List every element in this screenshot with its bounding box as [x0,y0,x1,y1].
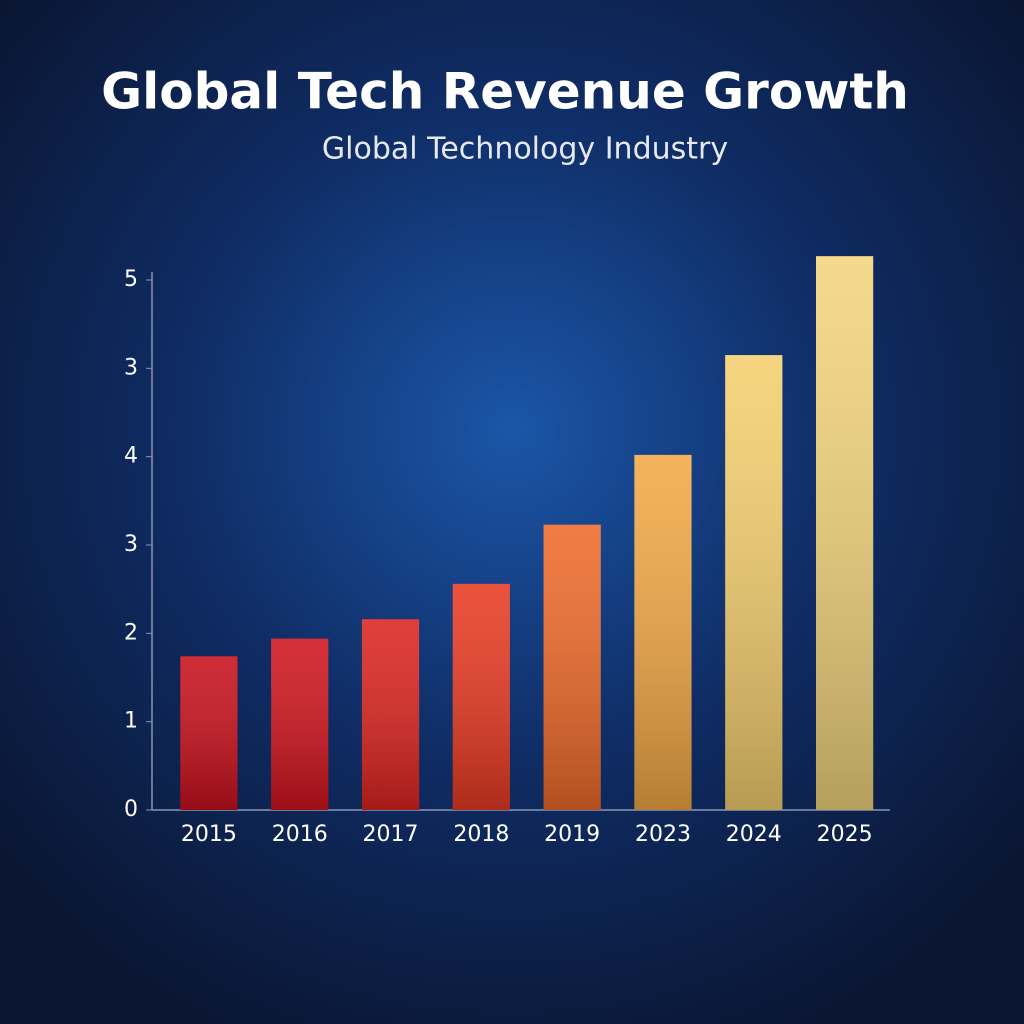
bar-shade [815,256,874,810]
y-tick-label: 3 [124,355,138,380]
x-tick-label: 2016 [272,822,328,847]
chart-title: Global Tech Revenue Growth [101,63,909,121]
bar-shade [725,355,783,810]
bar-shade [361,619,420,810]
y-tick-label: 0 [124,797,138,822]
x-tick-label: 2024 [726,822,782,847]
bar-shade [452,583,510,810]
x-tick-label: 2017 [363,822,419,847]
x-tick-label: 2015 [181,822,237,847]
y-tick-label: 2 [124,620,138,645]
x-tick-label: 2023 [635,822,691,847]
bar-shade [543,524,601,810]
chart-subtitle: Global Technology Industry [322,132,728,167]
y-tick-label: 1 [124,709,138,734]
x-tick-label: 2018 [453,822,509,847]
bar-shade [271,638,329,810]
y-tick-label: 4 [124,444,138,469]
bar-shade [180,656,238,810]
y-tick-label: 3 [124,532,138,557]
bar-shade [634,454,692,810]
x-tick-label: 2019 [544,822,600,847]
y-tick-label: 5 [124,267,138,292]
x-tick-label: 2025 [817,822,873,847]
